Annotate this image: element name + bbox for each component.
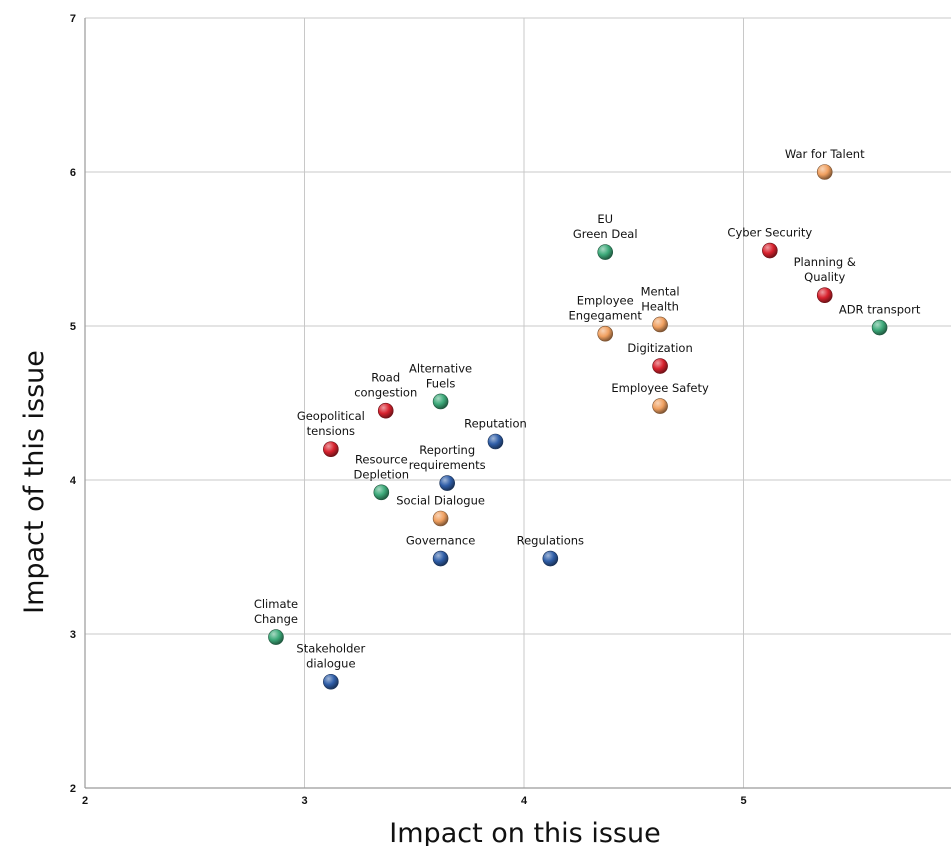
point-label: Governance — [406, 534, 475, 548]
point-label: ADR transport — [839, 303, 921, 317]
point-label: War for Talent — [785, 147, 865, 161]
axes — [84, 18, 951, 789]
x-tick-label: 3 — [301, 795, 307, 807]
point-label: Social Dialogue — [396, 494, 485, 508]
point-label: Climate Change — [254, 597, 298, 626]
data-point — [439, 475, 455, 491]
point-label: EU Green Deal — [573, 212, 638, 241]
point-label: Geopolitical tensions — [297, 409, 365, 438]
y-tick-label: 5 — [70, 321, 76, 333]
point-label: Reputation — [464, 417, 527, 431]
data-point — [373, 484, 390, 501]
data-point — [323, 441, 339, 458]
point-label: Alternative Fuels — [409, 361, 472, 390]
data-point — [652, 398, 668, 414]
data-point — [323, 673, 339, 690]
point-label: Regulations — [517, 534, 584, 548]
point-label: Digitization — [627, 341, 692, 355]
data-point — [377, 402, 394, 419]
data-point — [816, 287, 833, 304]
point-label: Road congestion — [354, 371, 417, 400]
point-label: Resource Depletion — [354, 452, 410, 481]
y-tick-label: 7 — [70, 13, 76, 25]
data-point — [871, 319, 888, 336]
data-point — [432, 393, 449, 410]
y-tick-label: 4 — [70, 475, 77, 487]
point-label: Cyber Security — [727, 226, 812, 240]
point-label: Stakeholder dialogue — [296, 642, 365, 671]
y-tick-label: 6 — [70, 167, 76, 179]
y-tick-label: 2 — [70, 783, 76, 795]
data-points — [268, 164, 888, 690]
y-tick-label: 3 — [70, 629, 76, 641]
data-point — [652, 358, 668, 374]
point-label: Mental Health — [641, 284, 680, 313]
data-point — [487, 433, 504, 450]
point-label: Reporting requirements — [409, 443, 486, 472]
point-label: Employee Safety — [611, 381, 709, 395]
data-point — [816, 164, 833, 180]
data-point — [432, 510, 449, 527]
point-labels: War for Talent EU Green Deal Cyber Security… — [254, 147, 921, 671]
point-label: Employee Engegament — [569, 294, 643, 323]
x-axis-title: Impact on this issue — [389, 818, 660, 846]
y-axis-title: Impact of this issue — [19, 350, 50, 614]
data-point — [652, 316, 668, 333]
data-point — [762, 242, 778, 259]
data-point — [542, 550, 559, 567]
point-label: Planning & Quality — [794, 255, 856, 284]
data-point — [268, 629, 284, 645]
grid-lines — [85, 17, 951, 788]
data-point — [597, 244, 614, 260]
x-tick-label: 4 — [521, 795, 528, 807]
x-tick-label: 5 — [740, 795, 746, 807]
data-point — [597, 325, 614, 342]
data-point — [432, 550, 449, 567]
tick-labels: 2 3 4 5 6 7 2 3 4 5 — [70, 13, 747, 807]
x-tick-label: 2 — [82, 795, 88, 807]
